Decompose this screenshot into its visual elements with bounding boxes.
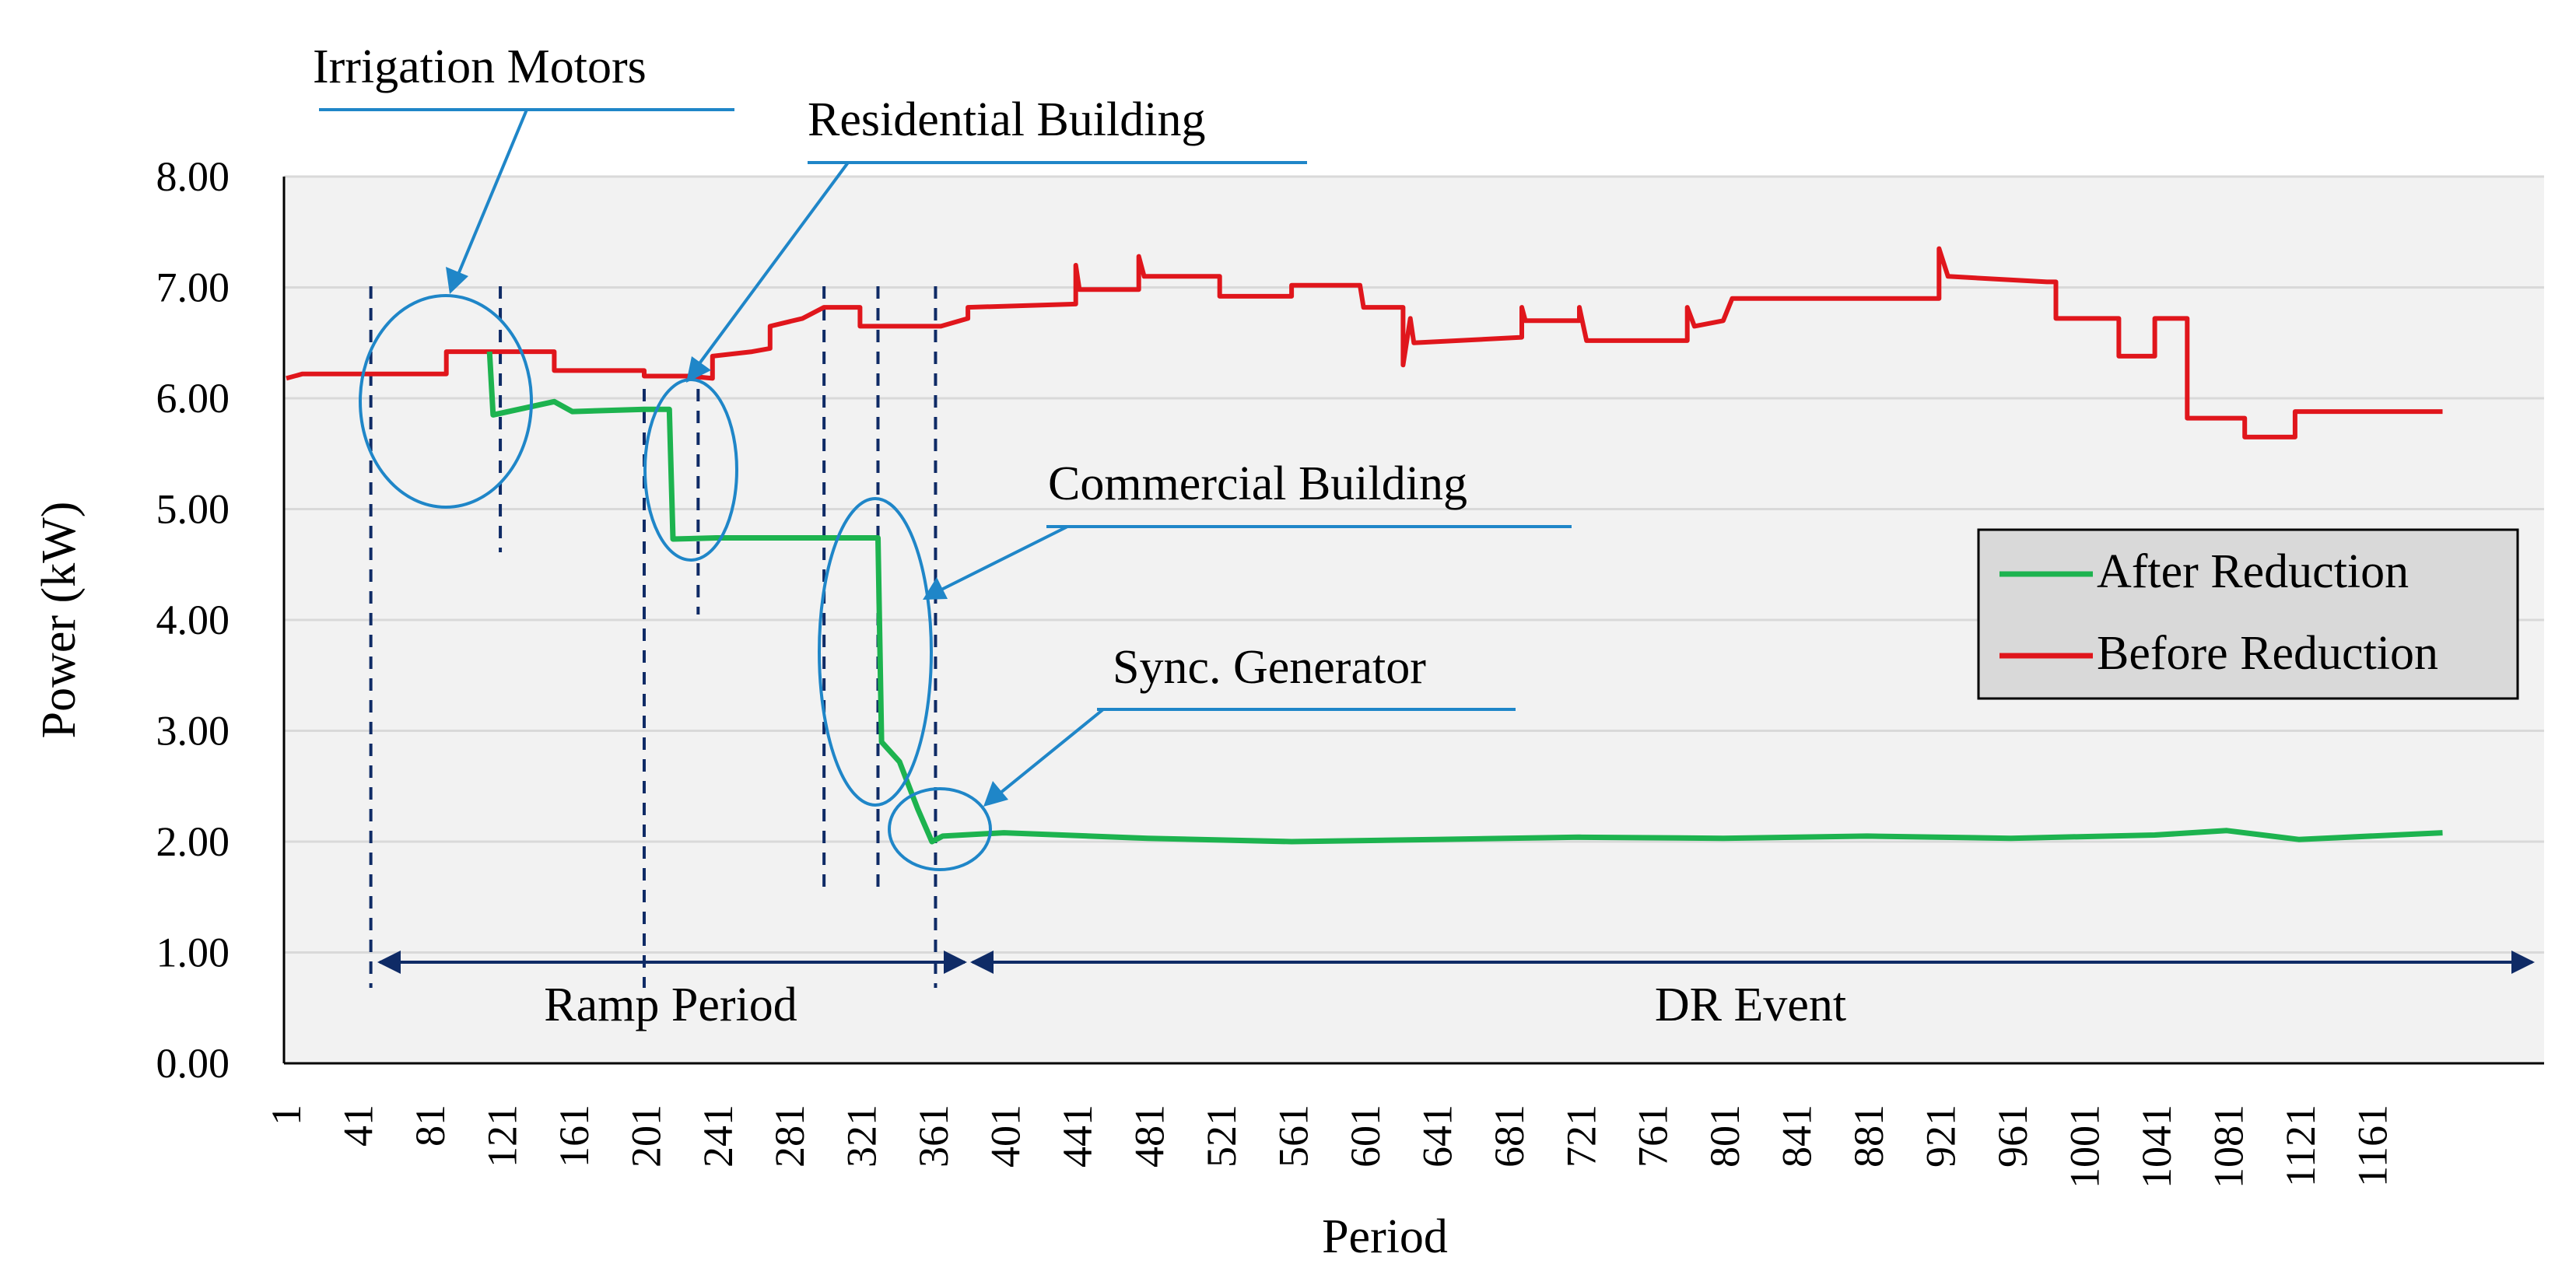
x-tick-label: 1001 [2062, 1105, 2108, 1189]
ramp-period-label: Ramp Period [544, 979, 797, 1031]
y-tick-label: 5.00 [156, 486, 230, 533]
x-tick-label: 1081 [2205, 1105, 2252, 1189]
x-tick-label: 481 [1127, 1105, 1173, 1168]
y-axis-label: Power (kW) [33, 502, 86, 739]
x-tick-label: 521 [1198, 1105, 1245, 1168]
x-tick-label: 121 [478, 1105, 525, 1168]
x-tick-label: 281 [766, 1105, 813, 1168]
legend-label-after-reduction: After Reduction [2097, 545, 2409, 598]
legend: After Reduction Before Reduction [1977, 528, 2519, 700]
ramp-period-arrow [377, 951, 967, 974]
y-tick-label: 2.00 [156, 818, 230, 865]
sync-generator-arrow [983, 708, 1105, 807]
commercial-arrow [923, 525, 1068, 600]
x-tick-label: 1041 [2133, 1105, 2180, 1189]
x-tick-label: 681 [1486, 1105, 1533, 1168]
y-tick-label: 6.00 [156, 375, 230, 422]
axis-ticks: 0.00 1.00 2.00 3.00 4.00 5.00 6.00 7.00 8.00 1 41 8… [156, 153, 2396, 1189]
x-tick-label: 881 [1845, 1105, 1892, 1168]
x-tick-label: 81 [407, 1105, 454, 1147]
x-tick-label: 201 [622, 1105, 669, 1168]
x-tick-label: 961 [1989, 1105, 2036, 1168]
y-tick-label: 0.00 [156, 1040, 230, 1087]
x-tick-label: 761 [1630, 1105, 1677, 1168]
residential-arrow [686, 161, 850, 383]
x-tick-label: 801 [1702, 1105, 1748, 1168]
x-tick-label: 361 [910, 1105, 957, 1168]
x-tick-label: 401 [983, 1105, 1029, 1168]
x-tick-label: 561 [1270, 1105, 1316, 1168]
dr-event-arrow [970, 951, 2535, 974]
callout-ellipse-sync-generator [888, 787, 992, 871]
sync-generator-annotation: Sync. Generator [1113, 641, 1426, 694]
x-axis-label: Period [1322, 1210, 1448, 1263]
residential-building-annotation: Residential Building [808, 93, 1205, 146]
legend-box [1977, 528, 2519, 700]
y-tick-label: 7.00 [156, 264, 230, 311]
irrigation-arrow [446, 109, 528, 294]
x-tick-label: 1 [263, 1105, 310, 1126]
dashed-markers [369, 286, 938, 988]
x-tick-label: 241 [695, 1105, 741, 1168]
series-line-before-reduction [286, 246, 2443, 439]
y-tick-label: 4.00 [156, 597, 230, 643]
y-tick-label: 1.00 [156, 930, 230, 976]
callout-ellipse-commercial [818, 497, 933, 807]
y-tick-label: 8.00 [156, 153, 230, 200]
x-tick-label: 921 [1918, 1105, 1964, 1168]
commercial-building-annotation: Commercial Building [1048, 457, 1467, 510]
x-tick-label: 441 [1054, 1105, 1101, 1168]
x-tick-label: 721 [1558, 1105, 1604, 1168]
x-tick-label: 321 [839, 1105, 885, 1168]
x-tick-label: 161 [551, 1105, 598, 1168]
callout-ellipse-irrigation [359, 294, 533, 509]
x-tick-label: 1161 [2349, 1105, 2396, 1187]
x-tick-label: 841 [1774, 1105, 1821, 1168]
x-tick-label: 1121 [2277, 1105, 2324, 1187]
irrigation-motors-annotation: Irrigation Motors [313, 40, 647, 93]
series-line-after-reduction [486, 351, 2443, 845]
legend-label-before-reduction: Before Reduction [2097, 627, 2438, 680]
x-tick-label: 41 [335, 1105, 381, 1147]
x-tick-label: 601 [1342, 1105, 1389, 1168]
dr-event-label: DR Event [1655, 979, 1846, 1031]
y-tick-label: 3.00 [156, 708, 230, 755]
x-tick-label: 641 [1414, 1105, 1460, 1168]
